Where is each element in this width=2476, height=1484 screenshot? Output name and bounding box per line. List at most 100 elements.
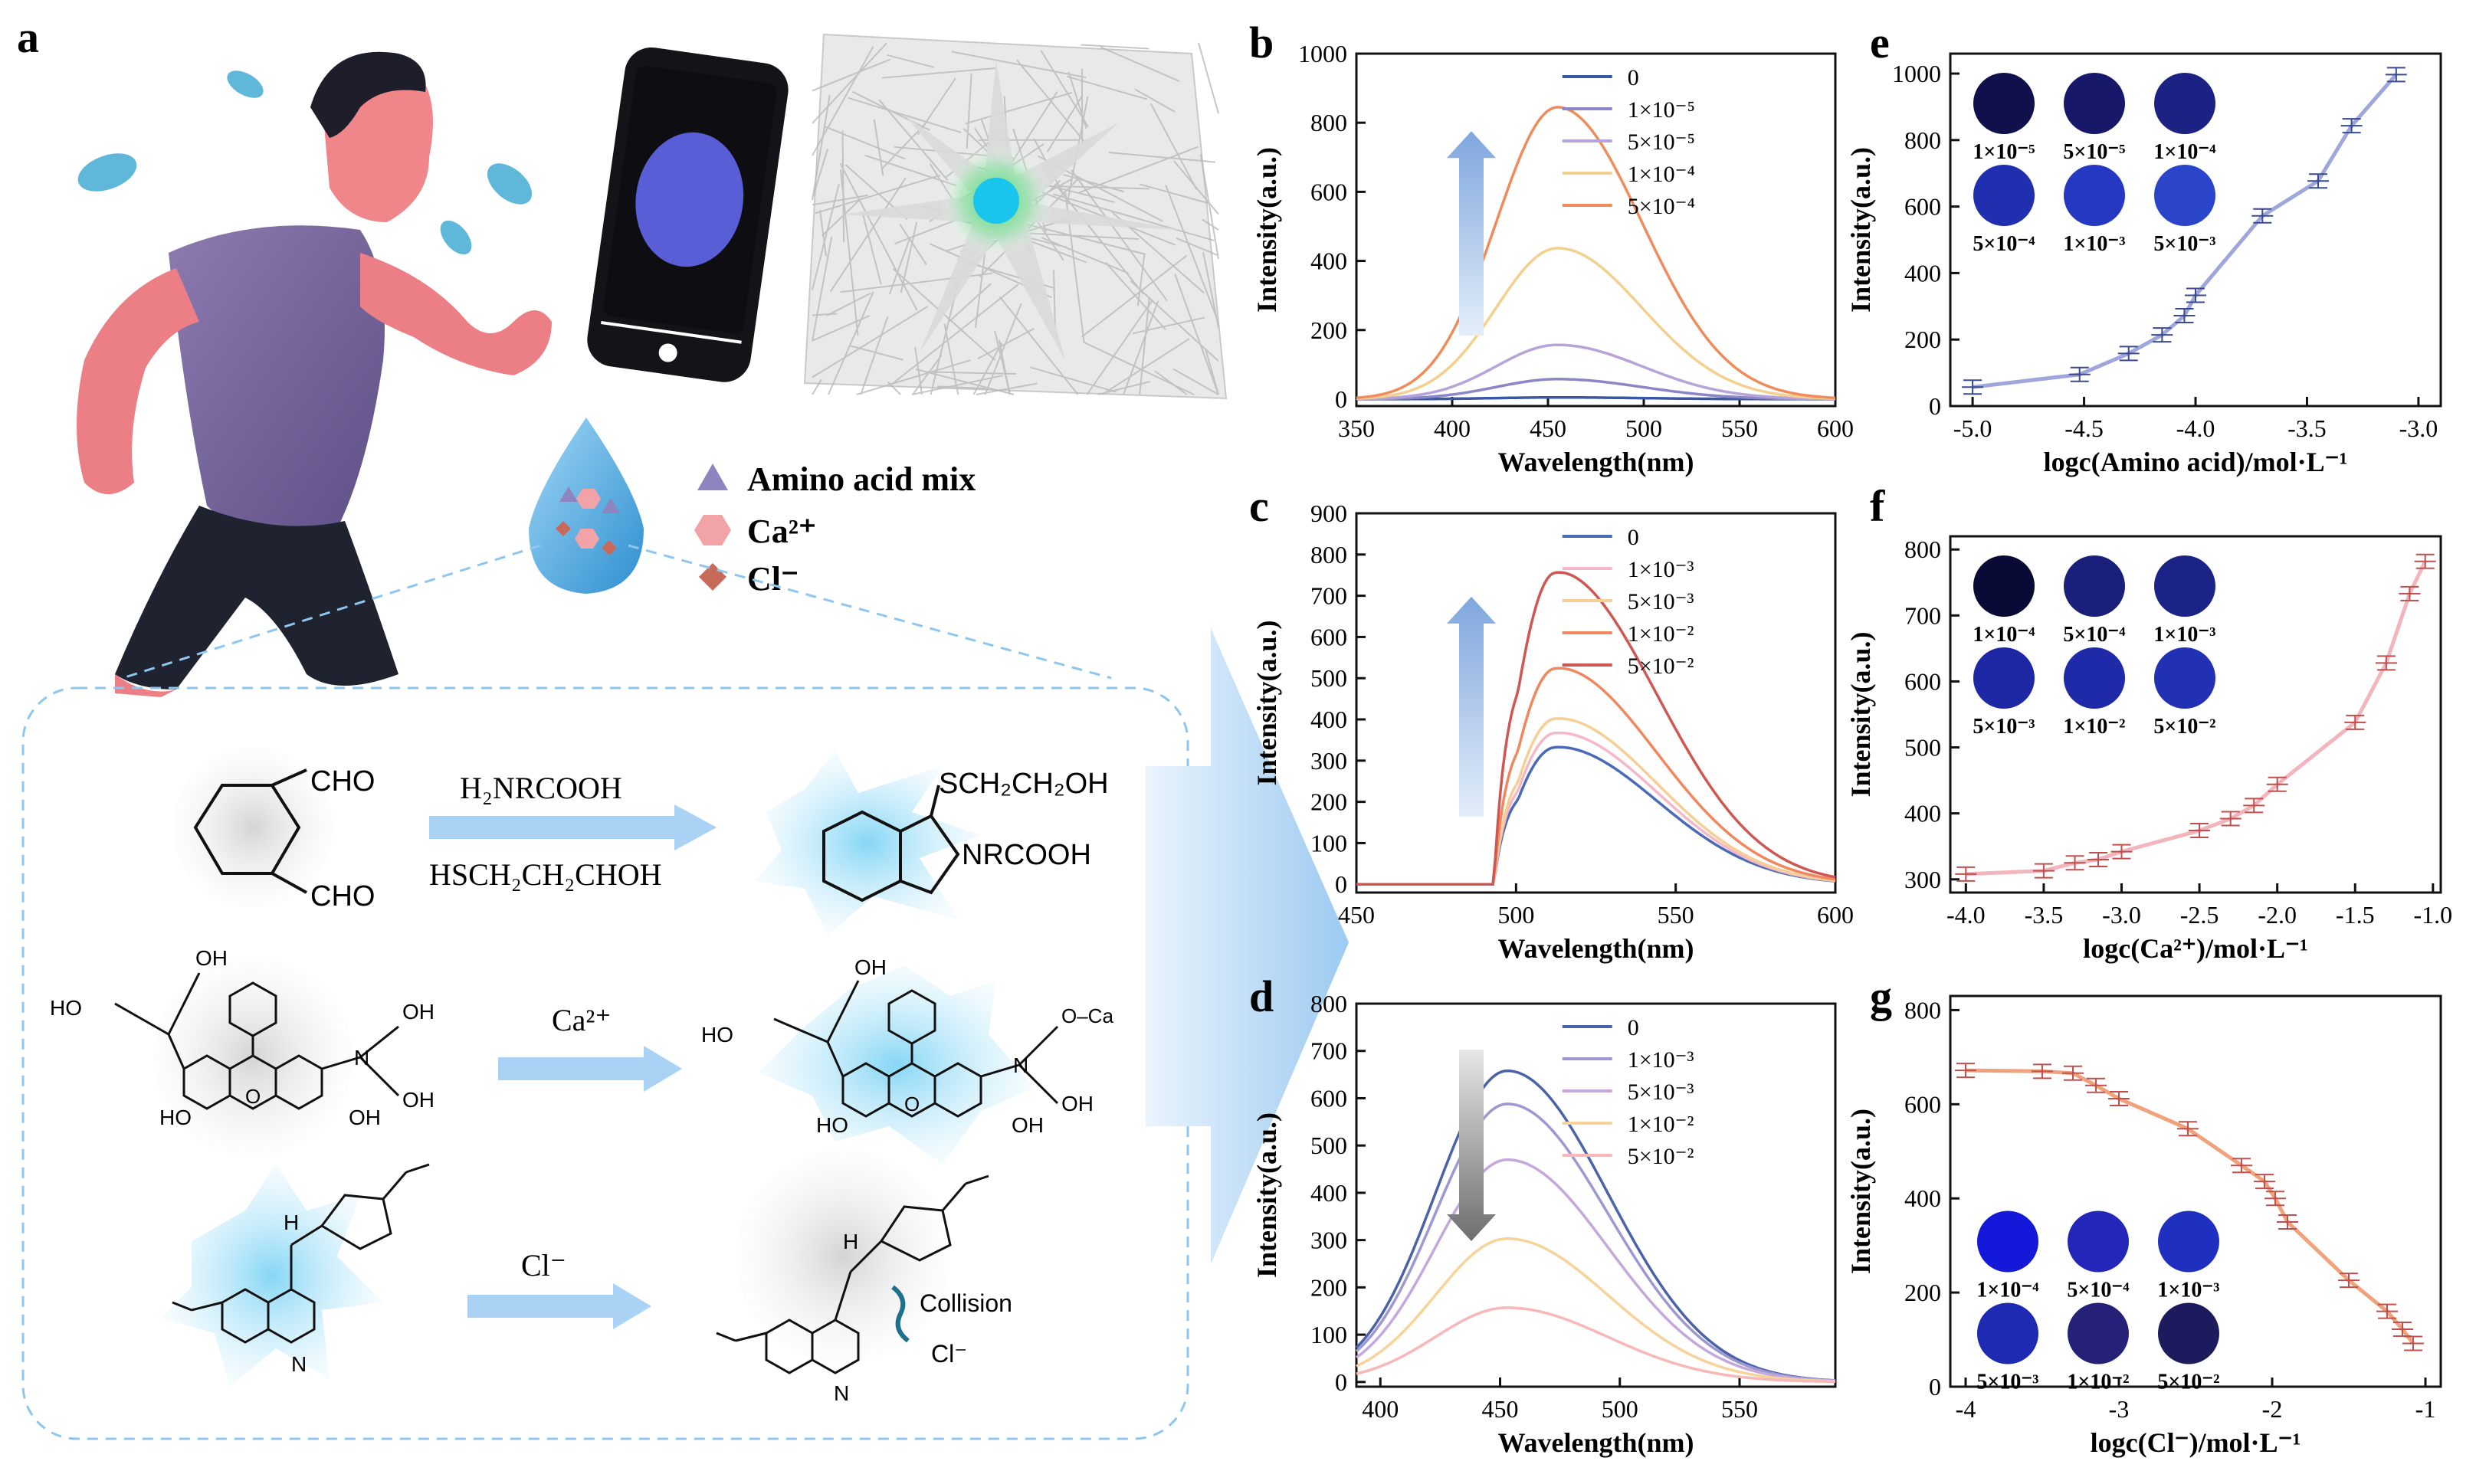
dish-label: 5×10⁻³ [1976, 1371, 2038, 1394]
n-label: N [291, 1352, 307, 1376]
fiber-line [912, 354, 943, 395]
y-tick-label: 0 [1335, 1368, 1347, 1396]
y-tick-label: 0 [1929, 1373, 1941, 1400]
x-tick-label: -4.0 [1946, 901, 1986, 929]
bond [826, 1041, 844, 1077]
sweat-drop-icon [487, 163, 533, 205]
y-tick-label: 700 [1310, 582, 1347, 610]
panel-label-b: b [1249, 18, 1274, 67]
oh-label: OH [349, 1106, 381, 1129]
fiber-line [815, 174, 941, 215]
fiber-line [826, 292, 871, 316]
runner-leg [115, 674, 176, 697]
fluorescence-dish-g-0 [1977, 1210, 2038, 1273]
x-tick-label: 400 [1362, 1395, 1399, 1423]
smartphone-icon [587, 47, 789, 382]
x-tick-label: 450 [1338, 901, 1375, 929]
fiber-line [1100, 46, 1180, 82]
fiber-line [930, 284, 959, 395]
bond [191, 1301, 223, 1312]
spectrum-line-c-4 [1356, 571, 1836, 886]
spectrum-line-d-2 [1355, 1158, 1836, 1383]
reaction-arrow [498, 1046, 682, 1092]
fiber-line [821, 198, 862, 237]
ho-label: HO [701, 1023, 733, 1047]
y-tick-label: 300 [1904, 866, 1941, 893]
cho-top-label: CHO [310, 765, 375, 798]
bond [849, 1240, 883, 1273]
bond [941, 1183, 967, 1211]
o-label: O [245, 1085, 261, 1108]
legend-label: 0 [1628, 525, 1639, 550]
legend-label: 5×10⁻² [1628, 654, 1694, 679]
fiber-line [839, 162, 918, 311]
fiber-line [812, 149, 828, 200]
fiber-line [911, 375, 1003, 395]
panel-label-e: e [1870, 18, 1890, 67]
fluorescence-dish-g-4 [2068, 1302, 2129, 1364]
x-tick-label: -2 [2262, 1395, 2283, 1423]
spectrum-line-d-4 [1356, 1306, 1836, 1384]
reaction-2: HO OH HO OH N OH OH O Ca²⁺ [50, 946, 1113, 1165]
dish-label: 1×10⁻⁴ [1973, 623, 2035, 647]
fiber-line [864, 154, 957, 187]
fiber-line [1041, 237, 1130, 274]
phone-line [601, 320, 742, 344]
x-tick-label: 400 [1434, 414, 1471, 442]
fiber-line [899, 223, 927, 266]
legend-label: 1×10⁻³ [1628, 557, 1694, 582]
fiber-line [1149, 103, 1198, 190]
chart-g: -4 -3 -2 -1 0 200 400 600 800 logc(Cl⁻)/mol·L⁻¹ In… [1845, 994, 2442, 1458]
glow-grey [172, 747, 333, 908]
legend-label: 1×10⁻³ [1628, 1047, 1694, 1073]
x-tick-label: -4.0 [2176, 414, 2215, 442]
quinine-structure [172, 1163, 430, 1344]
chart-d: 400 450 500 550 0 100 200 300 400 500 600 700 800 Wav… [1251, 990, 1837, 1458]
fiber-line [850, 345, 903, 361]
plot-frame [1355, 1002, 1837, 1388]
fiber-line [1172, 368, 1219, 395]
fiber-line [1134, 88, 1176, 113]
fluorescence-dish-g-5 [2158, 1302, 2219, 1364]
product-thio-label: SCH₂CH₂OH [939, 768, 1109, 800]
oh-label: OH [195, 946, 228, 970]
panel-a: a [17, 12, 1228, 1440]
y-tick-label: 800 [1904, 126, 1941, 154]
bond [980, 1063, 1020, 1078]
y-axis-label: Intensity(a.u.) [1251, 147, 1282, 313]
sweat-drop-icon [440, 220, 472, 255]
fiber-line [1198, 42, 1219, 114]
ho-label: HO [816, 1113, 848, 1137]
trend-line-g [1965, 1068, 2415, 1345]
panel-label-f: f [1870, 481, 1885, 531]
y-tick-label: 200 [1904, 326, 1941, 353]
fiber-line [878, 99, 949, 182]
bond [1018, 1063, 1059, 1105]
bond [735, 1332, 767, 1342]
y-tick-label: 400 [1904, 259, 1941, 287]
y-tick-label: 300 [1310, 747, 1347, 775]
oh-label: OH [854, 955, 887, 979]
plot-frame [1355, 512, 1837, 894]
reaction-schemes: CHO CHO H₂NRCOOH HSCH₂CH₂CHOH SCH₂CH₂OH … [50, 747, 1113, 1405]
fiber-line [1202, 218, 1219, 231]
x-tick-label: 550 [1721, 414, 1758, 442]
fiber-line [915, 368, 1015, 395]
legend-label: 1×10⁻⁴ [1628, 162, 1695, 187]
x-tick-label: -3.0 [2102, 901, 2141, 929]
fiber-line [841, 130, 845, 242]
fiber-line [1081, 44, 1149, 50]
y-tick-label: 600 [1904, 1090, 1941, 1118]
x-tick-label: -1.0 [2414, 901, 2453, 929]
fiber-line [1081, 254, 1188, 338]
fiber-line [1066, 75, 1148, 100]
product-n-label: NRCOOH [962, 839, 1091, 871]
fiber-line [881, 123, 926, 169]
ring [933, 1062, 982, 1118]
cl-diamond-icon [699, 563, 726, 591]
y-tick-label: 1000 [1298, 40, 1347, 67]
runner-shirt [169, 225, 385, 536]
fluorescent-spot [635, 132, 744, 267]
transition-arrow [1146, 628, 1349, 1264]
glow-grey [736, 1149, 950, 1364]
